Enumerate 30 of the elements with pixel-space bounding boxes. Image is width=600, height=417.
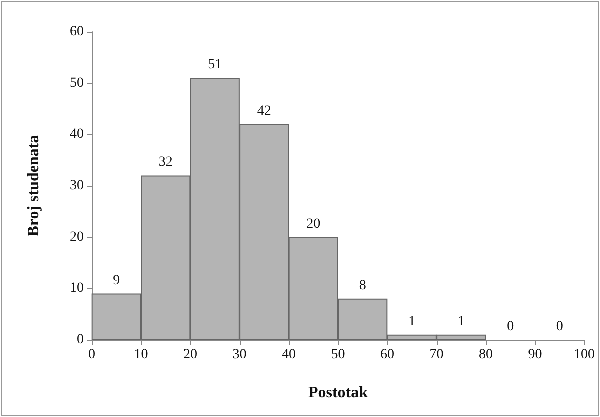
y-tick-label: 30 xyxy=(70,178,84,194)
x-tick-label: 70 xyxy=(430,348,444,362)
x-tick-label: 20 xyxy=(184,348,198,362)
x-tick-label: 10 xyxy=(134,348,148,362)
x-axis-title: Postotak xyxy=(308,384,368,402)
data-label: 51 xyxy=(208,58,222,73)
y-tick-label: 0 xyxy=(77,332,84,348)
y-tick-label: 20 xyxy=(70,230,84,245)
x-tick-label: 0 xyxy=(88,348,96,362)
data-label: 32 xyxy=(158,155,173,170)
y-tick-label: 60 xyxy=(70,24,84,40)
y-tick-label: 10 xyxy=(70,281,84,296)
y-tick-label: 50 xyxy=(70,76,84,91)
data-label: 9 xyxy=(113,273,120,288)
x-tick-label: 50 xyxy=(331,348,346,362)
data-label: 1 xyxy=(458,314,465,330)
data-label: 0 xyxy=(507,320,514,334)
x-tick-label: 80 xyxy=(479,348,493,362)
x-tick-label: 30 xyxy=(232,348,247,362)
x-tick-label: 40 xyxy=(282,348,296,362)
data-label: 0 xyxy=(556,320,564,334)
y-axis-title: Broj studenata xyxy=(26,135,42,237)
y-tick-label: 40 xyxy=(70,127,84,142)
data-label: 1 xyxy=(408,314,416,330)
data-label: 42 xyxy=(257,104,272,119)
x-tick-label: 100 xyxy=(574,348,595,362)
x-tick-label: 90 xyxy=(528,348,542,362)
data-label: 8 xyxy=(359,278,366,294)
data-label: 20 xyxy=(306,216,321,232)
x-tick-label: 60 xyxy=(380,348,394,362)
